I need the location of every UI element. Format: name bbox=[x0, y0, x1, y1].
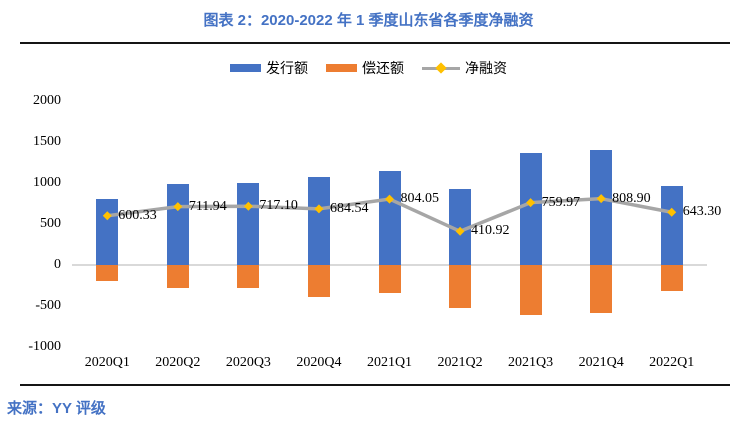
x-axis-category-label: 2021Q2 bbox=[437, 355, 483, 370]
net-value-label: 711.94 bbox=[188, 198, 227, 214]
net-line-swatch-icon bbox=[422, 61, 460, 74]
repayment-swatch-icon bbox=[326, 64, 357, 72]
y-axis-tick-label: -1000 bbox=[28, 339, 61, 354]
legend-item-repayment: 偿还额 bbox=[326, 58, 404, 78]
y-axis-tick-label: 0 bbox=[54, 257, 61, 272]
repayment-bar bbox=[166, 265, 189, 288]
repayment-bar bbox=[237, 265, 260, 289]
legend-label-repayment: 偿还额 bbox=[362, 62, 404, 77]
net-value-label: 717.10 bbox=[259, 198, 298, 214]
net-value-label: 759.97 bbox=[541, 194, 581, 210]
legend-label-net: 净融资 bbox=[465, 62, 507, 77]
net-value-label: 804.05 bbox=[400, 191, 440, 207]
net-diamond-marker bbox=[667, 207, 677, 217]
legend-item-net: 净融资 bbox=[422, 58, 507, 78]
issuance-bar bbox=[660, 185, 683, 265]
repayment-bar bbox=[660, 265, 683, 292]
chart-title: 图表 2：2020-2022 年 1 季度山东省各季度净融资 bbox=[203, 12, 534, 29]
net-diamond-marker bbox=[596, 194, 606, 204]
repayment-bar bbox=[96, 265, 119, 282]
legend-label-issuance: 发行额 bbox=[266, 62, 308, 77]
issuance-bar bbox=[307, 177, 330, 265]
x-axis-category-label: 2020Q4 bbox=[296, 355, 342, 370]
title-divider bbox=[20, 42, 730, 44]
issuance-bar bbox=[378, 171, 401, 265]
repayment-bar bbox=[378, 265, 401, 293]
issuance-bar bbox=[237, 183, 260, 265]
x-axis-category-label: 2020Q1 bbox=[84, 355, 130, 370]
net-value-label: 684.54 bbox=[329, 200, 369, 216]
x-axis-category-label: 2020Q3 bbox=[225, 355, 271, 370]
x-axis-category-label: 2021Q3 bbox=[508, 355, 554, 370]
legend-item-issuance: 发行额 bbox=[230, 58, 308, 78]
net-diamond-marker bbox=[173, 202, 183, 212]
y-axis-tick-label: -500 bbox=[35, 298, 61, 313]
net-value-label: 808.90 bbox=[612, 190, 651, 206]
net-value-label: 410.92 bbox=[471, 223, 510, 239]
issuance-bar bbox=[519, 153, 542, 265]
y-axis-tick-label: 1500 bbox=[33, 134, 61, 149]
y-axis-tick-label: 500 bbox=[40, 216, 61, 231]
issuance-bar bbox=[590, 150, 613, 265]
legend: 发行额 偿还额 净融资 bbox=[0, 59, 737, 77]
y-axis-tick-label: 1000 bbox=[33, 175, 61, 190]
x-axis-category-label: 2022Q1 bbox=[649, 355, 695, 370]
net-diamond-marker bbox=[314, 204, 324, 214]
repayment-bar bbox=[519, 265, 542, 315]
x-axis-category-label: 2021Q4 bbox=[578, 355, 624, 370]
net-diamond-marker bbox=[102, 211, 112, 221]
net-value-label: 600.33 bbox=[118, 207, 157, 223]
x-axis-category-label: 2021Q1 bbox=[366, 355, 413, 370]
issuance-bar bbox=[166, 183, 189, 265]
repayment-bar bbox=[449, 265, 472, 308]
net-diamond-marker bbox=[455, 226, 465, 236]
x-axis-category-label: 2020Q2 bbox=[155, 355, 201, 370]
repayment-bar bbox=[307, 265, 330, 297]
net-diamond-marker bbox=[243, 201, 253, 211]
net-value-label: 643.30 bbox=[682, 204, 722, 220]
y-axis-tick-label: 2000 bbox=[33, 93, 61, 108]
issuance-swatch-icon bbox=[230, 64, 261, 72]
net-diamond-marker bbox=[526, 198, 536, 208]
footer-divider bbox=[20, 384, 730, 386]
net-diamond-marker bbox=[385, 194, 394, 204]
repayment-bar bbox=[590, 265, 613, 314]
source-note: 来源：YY 评级 bbox=[7, 400, 106, 417]
